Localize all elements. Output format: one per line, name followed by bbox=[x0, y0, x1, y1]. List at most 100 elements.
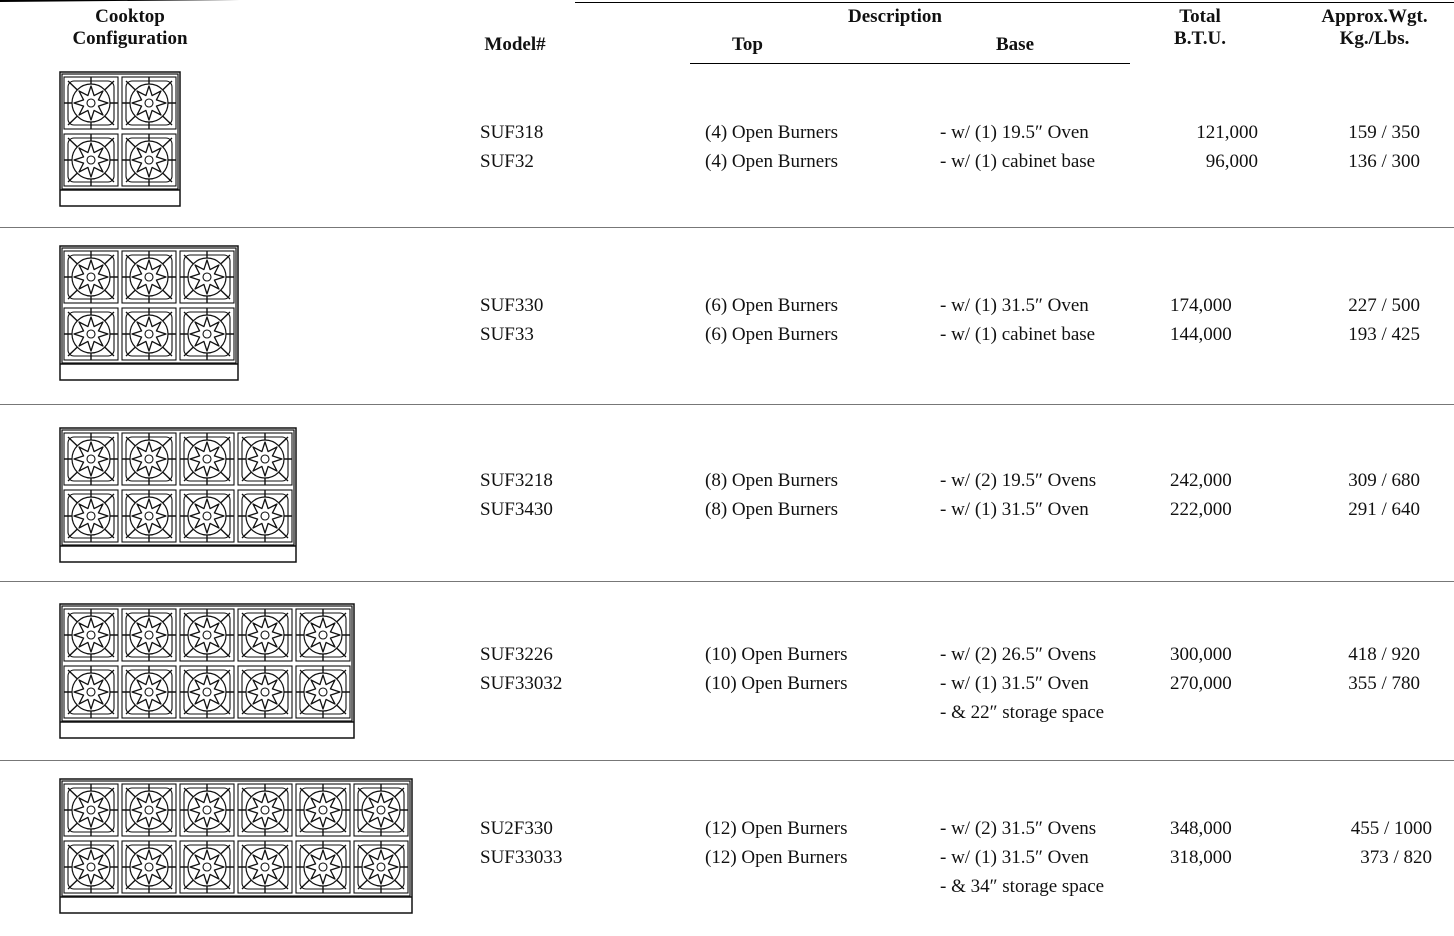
header-description: Description bbox=[848, 6, 942, 27]
top-description: (6) Open Burners bbox=[705, 295, 838, 316]
burner-grate-icon bbox=[179, 608, 235, 662]
top-cell: (12) Open Burners (12) Open Burners bbox=[705, 814, 847, 872]
base-description: - w/ (1) cabinet base bbox=[940, 324, 1096, 345]
burner-grate-icon bbox=[295, 608, 351, 662]
weight-value: 455 / 1000 bbox=[1350, 818, 1432, 839]
model-number: SUF3430 bbox=[480, 499, 553, 520]
burner-grate-icon bbox=[121, 307, 177, 361]
weight-value: 136 / 300 bbox=[1348, 151, 1420, 172]
model-cell: SUF318 SUF32 bbox=[480, 118, 543, 176]
burner-grate-icon bbox=[121, 665, 177, 719]
top-cell: (4) Open Burners (4) Open Burners bbox=[705, 118, 838, 176]
weight-cell: 455 / 1000 373 / 820 bbox=[1308, 814, 1432, 872]
weight-value: 193 / 425 bbox=[1348, 324, 1420, 345]
weight-cell: 418 / 920 355 / 780 bbox=[1300, 640, 1420, 698]
header-configuration-line1: Cooktop bbox=[95, 6, 165, 27]
burner-grate-icon bbox=[121, 250, 177, 304]
btu-value: 96,000 bbox=[1205, 151, 1258, 172]
header-btu: Total B.T.U. bbox=[1160, 6, 1240, 50]
burner-grate-icon bbox=[63, 76, 119, 130]
base-description: - w/ (1) cabinet base bbox=[940, 151, 1096, 172]
weight-cell: 309 / 680 291 / 640 bbox=[1300, 466, 1420, 524]
model-number: SUF3226 bbox=[480, 644, 553, 665]
base-description: - & 22″ storage space bbox=[940, 702, 1105, 723]
clipped-heading-band bbox=[0, 0, 575, 2]
burner-grate-icon bbox=[63, 608, 119, 662]
header-base: Base bbox=[996, 34, 1034, 55]
header-top: Top bbox=[732, 34, 763, 55]
weight-cell: 227 / 500 193 / 425 bbox=[1300, 291, 1420, 349]
burner-grate-icon bbox=[295, 783, 351, 837]
row-separator bbox=[0, 404, 1454, 405]
btu-value: 270,000 bbox=[1170, 673, 1232, 694]
btu-value: 300,000 bbox=[1170, 644, 1232, 665]
top-description: (10) Open Burners bbox=[705, 673, 848, 694]
burner-grate-icon bbox=[295, 840, 351, 894]
header-configuration-line2: Configuration bbox=[72, 28, 188, 49]
burner-grate-icon bbox=[121, 76, 177, 130]
weight-value: 418 / 920 bbox=[1348, 644, 1420, 665]
header-btu-line2: B.T.U. bbox=[1174, 28, 1226, 49]
btu-cell: 174,000 144,000 bbox=[1170, 291, 1232, 349]
weight-value: 159 / 350 bbox=[1348, 122, 1420, 143]
burner-grate-icon bbox=[179, 250, 235, 304]
header-configuration: Cooktop Configuration bbox=[55, 6, 205, 50]
btu-value: 174,000 bbox=[1170, 295, 1232, 316]
burner-grate-icon bbox=[179, 665, 235, 719]
burner-grate-icon bbox=[237, 665, 293, 719]
btu-value: 348,000 bbox=[1170, 818, 1232, 839]
model-number: SUF3218 bbox=[480, 470, 553, 491]
weight-value: 227 / 500 bbox=[1348, 295, 1420, 316]
row-separator bbox=[0, 581, 1454, 582]
top-description: (6) Open Burners bbox=[705, 324, 838, 345]
burner-grate-icon bbox=[121, 432, 177, 486]
burner-grate-icon bbox=[63, 250, 119, 304]
burner-grate-icon bbox=[121, 489, 177, 543]
model-number: SUF330 bbox=[480, 295, 544, 316]
model-cell: SUF3226 SUF33032 bbox=[480, 640, 562, 698]
model-number: SUF318 bbox=[480, 122, 544, 143]
model-number: SUF32 bbox=[480, 151, 534, 172]
cooktop-8-burner-diagram bbox=[59, 427, 297, 563]
burner-grate-icon bbox=[63, 307, 119, 361]
description-underline bbox=[690, 63, 1130, 64]
weight-value: 355 / 780 bbox=[1348, 673, 1420, 694]
model-number: SU2F330 bbox=[480, 818, 553, 839]
burner-grate-icon bbox=[353, 840, 409, 894]
btu-value: 318,000 bbox=[1170, 847, 1232, 868]
top-cell: (8) Open Burners (8) Open Burners bbox=[705, 466, 838, 524]
header-weight-line1: Approx.Wgt. bbox=[1321, 6, 1428, 27]
burner-grate-icon bbox=[179, 307, 235, 361]
model-cell: SU2F330 SUF33033 bbox=[480, 814, 562, 872]
burner-grate-icon bbox=[63, 432, 119, 486]
base-description: - w/ (2) 31.5″ Ovens bbox=[940, 818, 1097, 839]
cooktop-4-burner-diagram bbox=[59, 71, 181, 207]
btu-value: 222,000 bbox=[1170, 499, 1232, 520]
burner-grate-icon bbox=[179, 783, 235, 837]
base-cell: - w/ (2) 31.5″ Ovens - w/ (1) 31.5″ Oven… bbox=[940, 814, 1104, 901]
btu-value: 242,000 bbox=[1170, 470, 1232, 491]
burner-grate-icon bbox=[121, 608, 177, 662]
base-cell: - w/ (2) 26.5″ Ovens - w/ (1) 31.5″ Oven… bbox=[940, 640, 1104, 727]
base-description: - w/ (2) 19.5″ Ovens bbox=[940, 470, 1097, 491]
base-description: - w/ (1) 31.5″ Oven bbox=[940, 295, 1089, 316]
top-description: (4) Open Burners bbox=[705, 151, 838, 172]
burner-grate-icon bbox=[121, 133, 177, 187]
burner-grate-icon bbox=[63, 840, 119, 894]
header-model: Model# bbox=[484, 34, 546, 55]
top-description: (4) Open Burners bbox=[705, 122, 838, 143]
btu-cell: 121,000 96,000 bbox=[1160, 118, 1258, 176]
burner-grate-icon bbox=[121, 840, 177, 894]
base-description: - w/ (1) 31.5″ Oven bbox=[940, 673, 1089, 694]
burner-grate-icon bbox=[295, 665, 351, 719]
base-cell: - w/ (1) 31.5″ Oven - w/ (1) cabinet bas… bbox=[940, 291, 1095, 349]
model-number: SUF33032 bbox=[480, 673, 563, 694]
top-rule bbox=[575, 2, 1454, 3]
burner-grate-icon bbox=[237, 840, 293, 894]
base-cell: - w/ (2) 19.5″ Ovens - w/ (1) 31.5″ Oven bbox=[940, 466, 1096, 524]
burner-grate-icon bbox=[63, 489, 119, 543]
btu-value: 121,000 bbox=[1196, 122, 1258, 143]
top-description: (10) Open Burners bbox=[705, 644, 848, 665]
burner-grate-icon bbox=[237, 783, 293, 837]
